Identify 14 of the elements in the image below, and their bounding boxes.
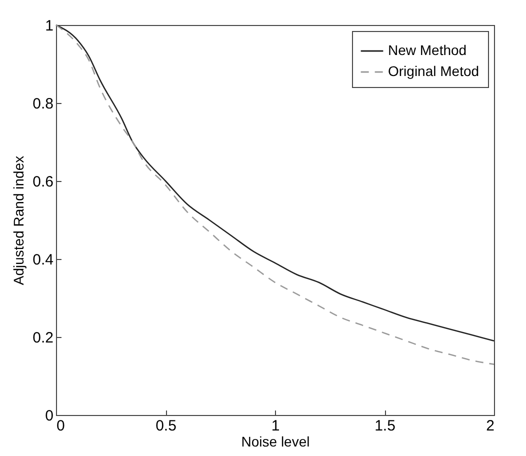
y-tick-label: 1 [45, 18, 54, 34]
legend-label: New Method [388, 42, 467, 58]
x-tick-label: 2 [486, 418, 494, 434]
y-tick-label: 0.8 [32, 96, 54, 112]
x-tick-label: 0.5 [156, 418, 176, 434]
legend-label: Original Metod [388, 63, 480, 79]
x-axis-title: Noise level [241, 434, 310, 450]
y-tick-label: 0.4 [32, 252, 54, 268]
y-tick-label: 0.2 [32, 330, 54, 346]
x-tick-label: 1.5 [374, 418, 396, 434]
x-tick-label: 1 [271, 418, 280, 434]
x-tick-label: 0 [56, 418, 65, 434]
y-axis-title: Adjusted Rand index [10, 156, 27, 286]
y-tick-label: 0.6 [32, 174, 54, 190]
